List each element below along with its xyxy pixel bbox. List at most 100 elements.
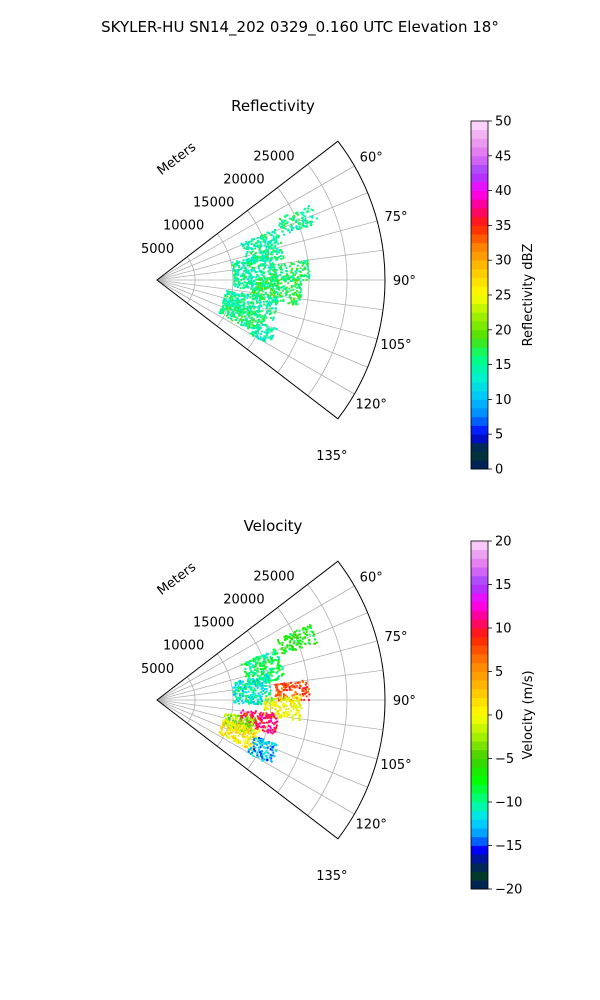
echo-point [279, 217, 281, 220]
echo-point [233, 275, 236, 278]
echo-point [234, 305, 237, 308]
echo-point [268, 674, 271, 677]
echo-point [273, 263, 275, 266]
echo-point [288, 294, 291, 297]
echo-point [258, 305, 261, 307]
colorbar-tick-label: −5 [495, 752, 514, 767]
colorbar-segment [471, 845, 488, 855]
colorbar-segment [471, 584, 488, 594]
echo-point [268, 313, 271, 316]
echo-point [270, 754, 273, 757]
echo-point [304, 627, 307, 630]
echo-point [291, 718, 294, 721]
echo-point [298, 225, 301, 228]
echo-point [285, 700, 288, 703]
echo-point [273, 300, 276, 303]
echo-point [259, 258, 262, 261]
echo-point [305, 274, 308, 277]
echo-point [283, 702, 285, 705]
echo-point [224, 295, 227, 298]
echo-point [233, 692, 236, 695]
radial-tick-label: 15000 [193, 196, 234, 211]
echo-point [265, 712, 268, 715]
echo-point [269, 307, 271, 310]
colorbar-segment [471, 610, 488, 620]
echo-point [249, 326, 252, 329]
echo-point [226, 290, 229, 293]
echo-point [260, 277, 263, 280]
echo-point [303, 261, 306, 264]
echo-point [250, 307, 253, 310]
echo-point [277, 683, 280, 686]
echo-point [277, 678, 279, 681]
colorbar-segment [471, 286, 488, 296]
echo-point [263, 664, 266, 667]
echo-point [258, 324, 261, 327]
echo-point [276, 252, 279, 255]
echo-point [306, 272, 309, 275]
echo-point [290, 223, 293, 226]
echo-point [272, 280, 275, 283]
echo-point [264, 655, 267, 658]
echo-point [306, 625, 309, 628]
echo-point [243, 270, 246, 272]
echo-point [288, 644, 291, 647]
echo-point [236, 697, 239, 700]
echo-point [251, 700, 254, 703]
echo-point [277, 661, 280, 664]
echo-point [273, 715, 275, 718]
echo-point [243, 713, 245, 715]
echo-point [290, 689, 293, 691]
echo-point [256, 679, 259, 681]
echo-point [234, 263, 237, 266]
echo-point [297, 699, 300, 702]
echo-point [251, 282, 254, 285]
echo-point [306, 628, 309, 631]
echo-point [236, 293, 238, 296]
echo-point [252, 313, 255, 316]
echo-point [259, 664, 261, 667]
echo-point [258, 717, 261, 719]
echo-point [242, 680, 244, 683]
echo-point [261, 676, 264, 679]
echo-point [280, 249, 282, 252]
echo-point [240, 242, 243, 245]
echo-point [312, 631, 314, 633]
echo-point [247, 700, 249, 703]
echo-point [256, 754, 259, 757]
radial-tick-label: 5000 [141, 662, 174, 677]
echo-point [226, 714, 229, 717]
echo-point [302, 627, 305, 630]
echo-point [266, 751, 269, 754]
echo-point [271, 742, 274, 745]
colorbar-segment [471, 784, 488, 794]
echo-point [259, 719, 262, 722]
echo-point [280, 282, 283, 285]
echo-point [291, 705, 294, 708]
echo-point [256, 752, 259, 755]
colorbar-segment [471, 338, 488, 348]
echo-point [276, 710, 279, 713]
echo-point [261, 759, 264, 762]
echo-point [251, 285, 254, 288]
echo-point [315, 641, 318, 644]
echo-point [279, 299, 282, 302]
echo-point [260, 752, 263, 755]
colorbar-segment [471, 741, 488, 751]
echo-point [295, 225, 298, 228]
echo-point [291, 227, 294, 230]
echo-point [291, 715, 294, 718]
echo-point [245, 276, 247, 278]
echo-point [297, 717, 300, 720]
echo-point [271, 721, 274, 724]
echo-point [253, 307, 256, 310]
echo-point [280, 264, 283, 267]
echo-point [283, 224, 286, 227]
echo-point [227, 716, 230, 719]
echo-point [256, 685, 259, 688]
echo-point [276, 694, 279, 697]
echo-point [257, 723, 259, 726]
echo-point [238, 300, 241, 303]
echo-point [242, 263, 245, 266]
echo-point [298, 715, 301, 718]
